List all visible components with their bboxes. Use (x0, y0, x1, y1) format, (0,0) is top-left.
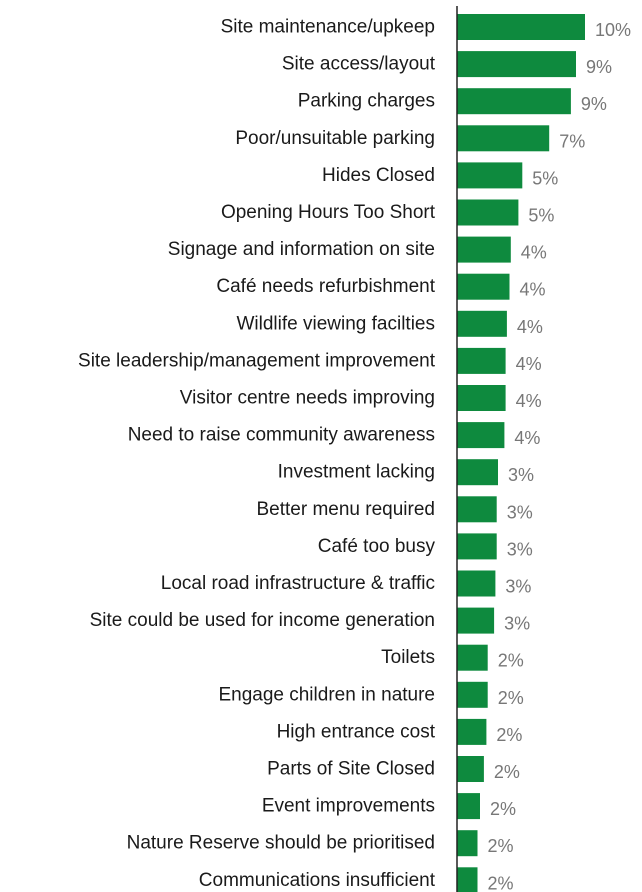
bar-12 (457, 459, 498, 486)
bar-21 (457, 793, 480, 820)
bar-18 (457, 681, 488, 708)
value-label-4: 5% (532, 168, 558, 188)
value-label-8: 4% (517, 317, 543, 337)
category-label-20: Parts of Site Closed (267, 759, 435, 780)
bar-2 (457, 88, 571, 115)
value-label-23: 2% (488, 873, 514, 892)
value-labels: 10%9%9%7%5%5%4%4%4%4%4%4%3%3%3%3%3%2%2%2… (488, 20, 632, 892)
value-label-15: 3% (505, 577, 531, 597)
category-label-18: Engage children in nature (218, 684, 435, 705)
bar-0 (457, 14, 585, 40)
bars-layer (457, 14, 585, 892)
value-label-9: 4% (516, 354, 542, 374)
bar-11 (457, 422, 505, 449)
category-label-23: Communications insufficient (199, 870, 436, 891)
bar-15 (457, 570, 496, 597)
bar-20 (457, 756, 484, 782)
value-label-21: 2% (490, 799, 516, 819)
value-label-16: 3% (504, 614, 530, 634)
category-label-15: Local road infrastructure & traffic (161, 573, 435, 594)
bar-8 (457, 310, 507, 337)
bar-7 (457, 273, 510, 300)
value-label-20: 2% (494, 762, 520, 782)
bar-4 (457, 162, 523, 189)
value-label-2: 9% (581, 94, 607, 114)
bar-9 (457, 347, 506, 374)
bar-19 (457, 718, 487, 745)
value-label-14: 3% (507, 539, 533, 559)
bar-3 (457, 125, 550, 152)
category-label-4: Hides Closed (322, 165, 435, 186)
value-label-11: 4% (514, 428, 540, 448)
category-label-22: Nature Reserve should be prioritised (127, 833, 435, 854)
bar-23 (457, 867, 478, 892)
category-label-1: Site access/layout (282, 54, 436, 75)
category-label-17: Toilets (381, 647, 435, 668)
category-label-6: Signage and information on site (168, 239, 435, 260)
category-label-2: Parking charges (298, 91, 435, 112)
category-label-12: Investment lacking (278, 462, 435, 483)
value-label-7: 4% (520, 280, 546, 300)
category-label-3: Poor/unsuitable parking (235, 128, 435, 149)
category-label-11: Need to raise community awareness (128, 425, 435, 446)
category-label-10: Visitor centre needs improving (180, 388, 435, 409)
value-label-17: 2% (498, 651, 524, 671)
bar-6 (457, 236, 511, 263)
value-label-3: 7% (559, 131, 585, 151)
bar-14 (457, 533, 497, 560)
category-label-8: Wildlife viewing facilties (236, 313, 435, 334)
value-label-13: 3% (507, 502, 533, 522)
category-label-13: Better menu required (257, 499, 436, 520)
category-labels: Site maintenance/upkeep Site access/layou… (78, 17, 436, 891)
value-label-1: 9% (586, 57, 612, 77)
value-label-0: 10% (595, 20, 631, 40)
bar-17 (457, 644, 488, 671)
bar-5 (457, 199, 519, 226)
value-label-12: 3% (508, 465, 534, 485)
bar-22 (457, 830, 478, 857)
value-label-5: 5% (528, 206, 554, 226)
bar-16 (457, 607, 495, 634)
category-label-21: Event improvements (262, 796, 435, 817)
value-label-19: 2% (496, 725, 522, 745)
category-label-5: Opening Hours Too Short (221, 202, 436, 223)
value-label-22: 2% (488, 836, 514, 856)
category-label-0: Site maintenance/upkeep (221, 17, 435, 38)
value-label-10: 4% (516, 391, 542, 411)
value-label-6: 4% (521, 243, 547, 263)
bar-10 (457, 385, 506, 411)
category-label-7: Café needs refurbishment (216, 276, 435, 297)
bar-13 (457, 496, 497, 523)
value-label-18: 2% (498, 688, 524, 708)
category-label-14: Café too busy (318, 536, 436, 557)
category-label-19: High entrance cost (277, 721, 436, 742)
category-label-9: Site leadership/management improvement (78, 350, 436, 371)
category-label-16: Site could be used for income generation (90, 610, 435, 631)
bar-1 (457, 51, 576, 78)
